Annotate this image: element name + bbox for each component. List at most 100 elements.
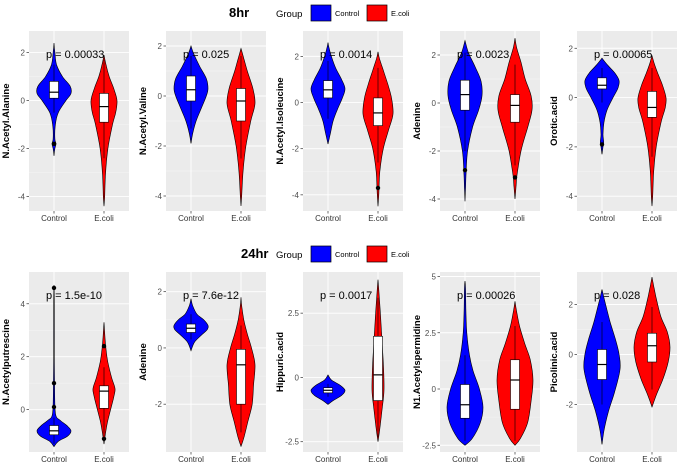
y-axis-title: N1.Acetylspermidine <box>412 315 423 409</box>
row-title-text: 8hr <box>229 5 249 20</box>
p-value-label: p = 0.0014 <box>320 49 372 61</box>
y-tick-label: 2 <box>21 353 26 362</box>
legend-swatch-control <box>310 245 332 263</box>
x-tick-label: E.coli <box>231 214 251 223</box>
box-iqr <box>510 359 520 410</box>
x-tick-label: Control <box>315 455 341 463</box>
outlier-point <box>599 142 605 147</box>
outlier-point <box>462 168 468 173</box>
x-tick-label: Control <box>315 214 341 223</box>
y-tick-label: 2 <box>569 301 574 310</box>
x-tick-label: E.coli <box>505 455 525 463</box>
panel-n-acetyl-valine: -4 -2 0 2 Control E.coli N.Acetyl.Valine p = 0.… <box>138 31 266 223</box>
y-tick-label: 0 <box>158 344 163 353</box>
x-tick-label: Control <box>589 214 615 223</box>
p-value-label: p = 0.00065 <box>594 49 652 61</box>
box-iqr <box>49 425 59 436</box>
y-tick-label: -2 <box>155 400 163 409</box>
y-tick-label: 2.5 <box>425 329 437 338</box>
row-title-text: 24hr <box>241 246 268 261</box>
y-axis-title: N.Acetyl.Alanine <box>1 84 12 159</box>
y-tick-label: -2.5 <box>285 438 299 447</box>
x-tick-label: E.coli <box>642 214 662 223</box>
y-axis-title: N.Acetylputrescine <box>1 319 12 405</box>
y-tick-label: -2 <box>566 401 574 410</box>
box-iqr <box>186 75 196 102</box>
legend-label-control: Control <box>335 250 360 259</box>
x-tick-label: Control <box>452 214 478 223</box>
p-value-label: p = 0.0023 <box>457 49 509 61</box>
y-axis-title: Picolinic.acid <box>549 331 560 392</box>
x-tick-label: Control <box>452 455 478 463</box>
legend-swatch-ecoli <box>366 4 388 22</box>
outlier-point <box>101 343 107 349</box>
y-axis-title: Adenine <box>412 102 423 139</box>
panel-n1-acetylspermidine: -2.5 0 2.5 5 Control E.coli N1.Acetylspermidin… <box>412 272 540 463</box>
panel-n-acetyl-isoleucine: -4 -2 0 2 Control E.coli N.Acetyl.Isoleucine p … <box>275 31 403 223</box>
x-tick-label: E.coli <box>94 455 114 463</box>
y-tick-label: 0 <box>21 406 26 415</box>
y-axis-title: Hippuric.acid <box>275 332 286 392</box>
x-tick-label: Control <box>178 455 204 463</box>
box-iqr <box>460 384 470 419</box>
box-iqr <box>647 332 657 363</box>
y-tick-label: -4 <box>18 193 26 202</box>
y-tick-label: 0 <box>21 97 26 106</box>
x-tick-label: Control <box>41 214 67 223</box>
y-tick-label: -4 <box>429 195 437 204</box>
x-tick-label: Control <box>589 455 615 463</box>
legend-label-ecoli: E.coli <box>391 9 410 18</box>
y-tick-label: 0 <box>569 94 574 103</box>
y-tick-label: -2.5 <box>422 441 436 450</box>
panel-n-acetylputrescine: 0 2 4 Control E.coli N.Acetylputrescine p = 1.… <box>1 272 129 463</box>
y-tick-label: 0 <box>158 92 163 101</box>
legend-title: Group <box>276 250 302 261</box>
panel-adenine: -4 -2 0 2 Control E.coli Adenine p = 0.0023 <box>412 31 540 223</box>
legend-top: Group Control E.coli <box>276 4 410 22</box>
legend-swatch-ecoli <box>366 245 388 263</box>
box-iqr <box>373 335 383 401</box>
box-iqr <box>597 77 607 90</box>
y-tick-label: 5 <box>432 273 437 282</box>
y-tick-label: 0 <box>295 373 300 382</box>
x-tick-label: E.coli <box>642 455 662 463</box>
y-tick-label: 2 <box>158 288 163 297</box>
violin-control <box>584 57 620 155</box>
y-tick-label: 0 <box>295 99 300 108</box>
y-tick-label: 2 <box>21 49 26 58</box>
p-value-label: p = 0.0017 <box>320 290 372 302</box>
violin-control <box>36 285 72 448</box>
y-tick-label: 2.5 <box>288 309 300 318</box>
p-value-label: p = 0.00026 <box>457 290 515 302</box>
panel-background <box>303 272 403 452</box>
box-iqr <box>99 385 109 409</box>
x-tick-label: E.coli <box>368 214 388 223</box>
legend-label-control: Control <box>335 9 360 18</box>
y-tick-label: -2 <box>292 145 300 154</box>
box-iqr <box>510 94 520 123</box>
x-tick-label: E.coli <box>505 214 525 223</box>
y-tick-label: 2 <box>432 51 437 60</box>
outlier-point <box>51 380 57 386</box>
outlier-point <box>51 404 57 410</box>
panel-orotic-acid: -4 -2 0 2 Control E.coli Orotic.acid p = 0.0006… <box>549 31 677 223</box>
outlier-point <box>512 175 518 180</box>
y-tick-label: -4 <box>292 191 300 200</box>
x-tick-label: E.coli <box>231 455 251 463</box>
y-tick-label: -2 <box>18 145 26 154</box>
x-tick-label: Control <box>41 455 67 463</box>
legend-title: Group <box>276 9 302 20</box>
box-iqr <box>99 93 109 123</box>
y-tick-label: 2 <box>569 44 574 53</box>
box-iqr <box>236 349 246 405</box>
legend-label-ecoli: E.coli <box>391 250 410 259</box>
y-axis-title: N.Acetyl.Isoleucine <box>275 77 286 164</box>
panel-n-acetyl-alanine: -4 -2 0 2 Control E.coli N.Acetyl.Alanine p = 0… <box>1 31 129 223</box>
y-tick-label: -2 <box>155 142 163 151</box>
panel-hippuric-acid: -2.5 0 2.5 Control E.coli Hippuric.acid p = 0.… <box>275 272 403 463</box>
panels-layer: -4 -2 0 2 Control E.coli N.Acetyl.Alanine p = 0… <box>1 31 677 463</box>
box-iqr <box>647 91 657 118</box>
y-tick-label: -2 <box>429 147 437 156</box>
p-value-label: p = 7.6e-12 <box>183 290 239 302</box>
panel-picolinic-acid: -2 0 2 Control E.coli Picolinic.acid p = 0.028 <box>549 272 677 463</box>
